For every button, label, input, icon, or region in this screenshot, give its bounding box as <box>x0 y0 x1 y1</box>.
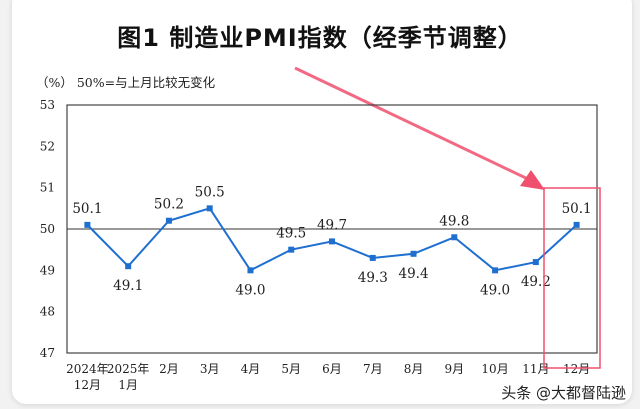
data-label: 49.8 <box>439 213 469 229</box>
x-tick-label: 4月 <box>241 362 261 376</box>
data-point <box>532 259 539 266</box>
y-tick-label: 53 <box>40 98 55 112</box>
annotation-arrow-head <box>520 170 545 190</box>
data-point <box>573 221 580 228</box>
data-label: 49.5 <box>276 226 306 242</box>
data-label: 50.5 <box>195 184 225 200</box>
y-tick-label: 47 <box>40 346 55 360</box>
data-point <box>492 267 499 274</box>
x-tick-label: 2月 <box>159 362 179 376</box>
chart-card <box>12 0 632 404</box>
data-point <box>288 246 295 253</box>
data-point <box>369 254 376 261</box>
unit-note: （%） 50%=与上月比较无变化 <box>36 75 216 90</box>
highlight-box <box>543 187 601 369</box>
data-point <box>451 234 458 241</box>
data-label: 50.1 <box>72 201 102 217</box>
y-tick-label: 52 <box>40 139 55 153</box>
data-point <box>125 263 132 270</box>
data-label: 49.7 <box>317 217 347 233</box>
x-tick-label: 2025年 <box>107 362 150 376</box>
y-tick-label: 48 <box>40 305 55 319</box>
x-tick-label: 11月 <box>522 362 549 376</box>
y-tick-label: 51 <box>40 181 55 195</box>
x-tick-label: 10月 <box>481 362 508 376</box>
data-label: 49.2 <box>521 274 551 290</box>
data-label: 50.1 <box>562 201 592 217</box>
x-tick-label: 8月 <box>404 362 424 376</box>
x-tick-label: 5月 <box>281 362 301 376</box>
y-tick-label: 50 <box>40 222 55 236</box>
watermark: 头条 @大都督陆逊 <box>501 384 626 402</box>
data-point <box>410 250 417 257</box>
data-label: 50.2 <box>154 197 184 213</box>
data-point <box>165 217 172 224</box>
data-label: 49.0 <box>235 282 265 298</box>
data-point <box>84 221 91 228</box>
annotation-arrow-shaft <box>294 66 531 182</box>
x-tick-label: 9月 <box>444 362 464 376</box>
data-label: 49.0 <box>480 282 510 298</box>
x-tick-label: 7月 <box>363 362 383 376</box>
x-tick-label: 3月 <box>200 362 220 376</box>
x-tick-label: 2024年 <box>66 362 109 376</box>
x-tick-label: 1月 <box>118 378 138 392</box>
data-label: 49.4 <box>399 266 429 282</box>
y-tick-label: 49 <box>40 263 55 277</box>
x-tick-label: 6月 <box>322 362 342 376</box>
data-point <box>206 205 213 212</box>
data-point <box>329 238 335 245</box>
chart-title: 图1 制造业PMI指数（经季节调整） <box>117 24 523 52</box>
data-label: 49.3 <box>358 270 388 286</box>
data-label: 49.1 <box>113 278 143 294</box>
data-point <box>247 267 254 274</box>
x-tick-label: 12月 <box>74 378 101 392</box>
x-tick-label: 12月 <box>563 362 590 376</box>
